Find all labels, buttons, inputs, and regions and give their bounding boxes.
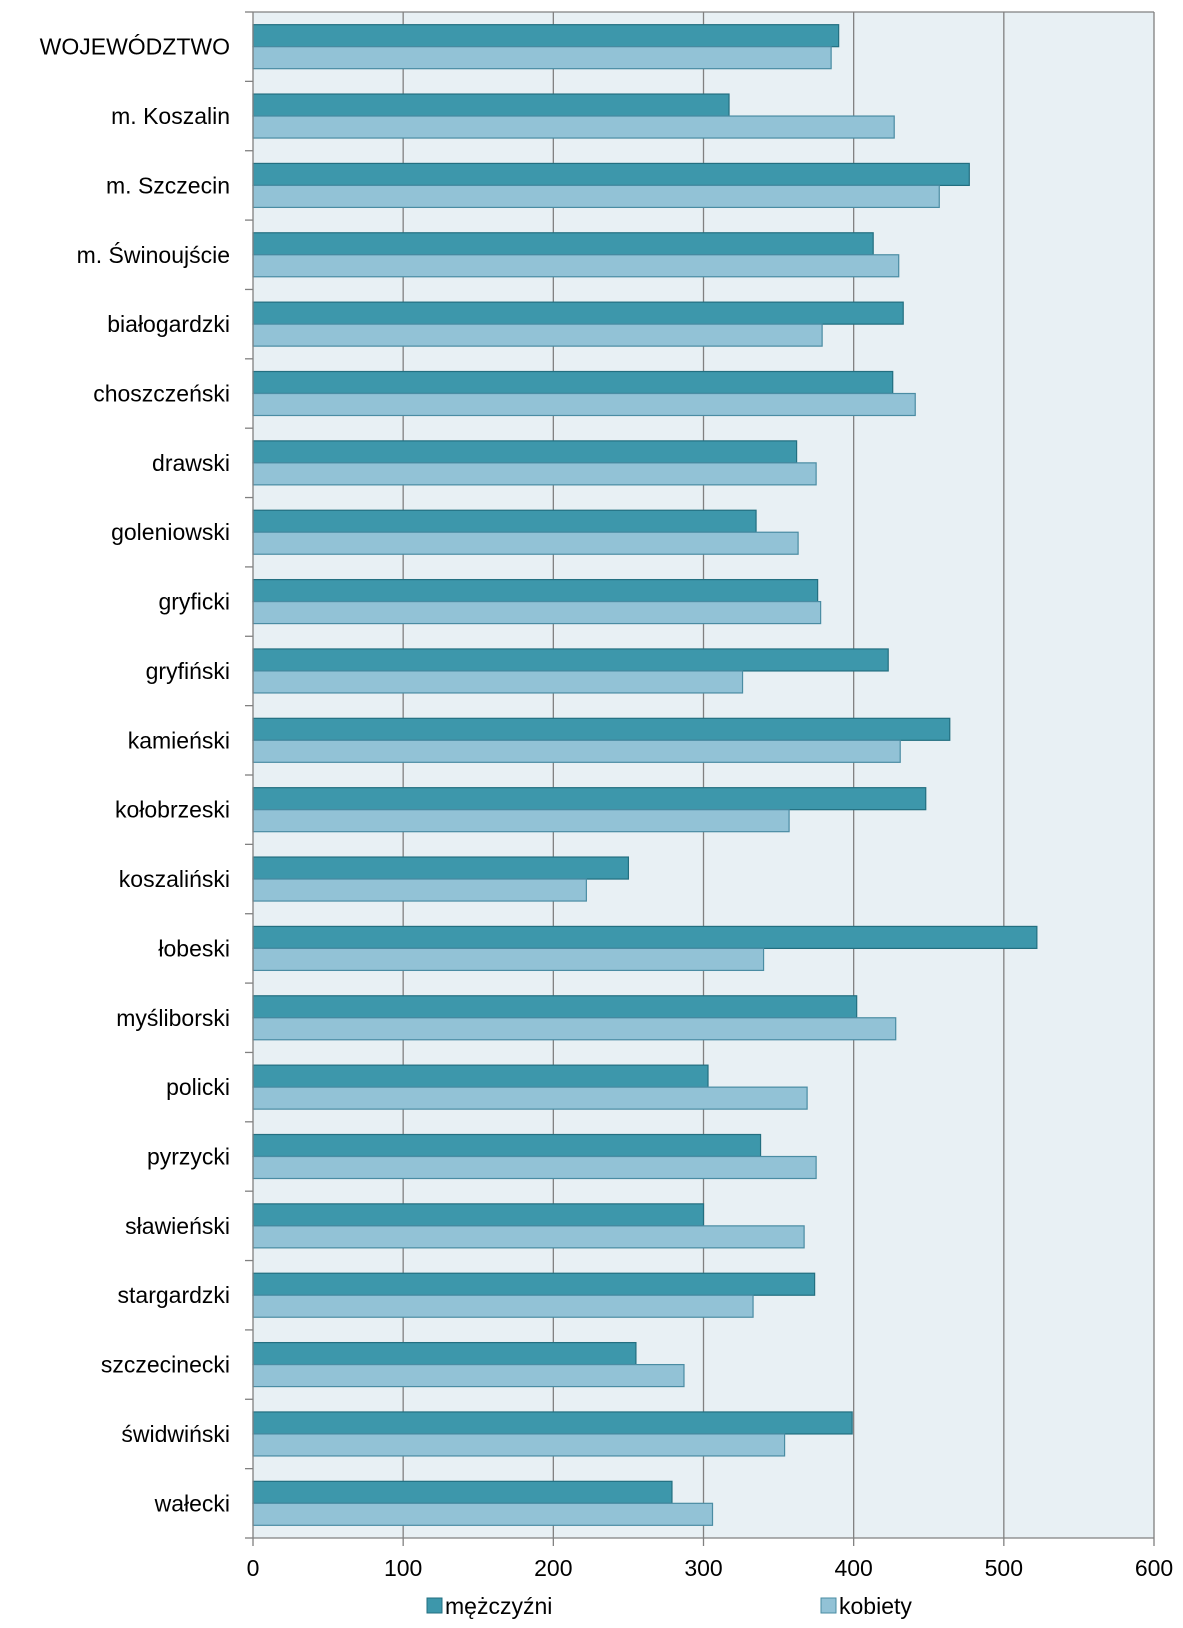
x-tick-label: 0 [247, 1555, 260, 1581]
bar-men [252, 370, 894, 395]
x-tick-label: 600 [1135, 1555, 1173, 1581]
category-label: kamieński [128, 727, 230, 753]
bar-women [252, 1294, 754, 1318]
bar-women [252, 462, 817, 486]
category-label: wałecki [154, 1490, 230, 1516]
category-label: szczecinecki [101, 1352, 230, 1378]
bar-women [252, 670, 744, 694]
bar-men [252, 648, 889, 672]
category-label: kołobrzeski [115, 797, 230, 823]
x-tick-label: 300 [684, 1555, 722, 1581]
bar-women [252, 1433, 786, 1457]
bar-men [252, 1133, 762, 1158]
bar-men [252, 1203, 705, 1227]
bar-men [252, 301, 904, 325]
category-label: gryficki [158, 589, 230, 615]
bar-men [252, 856, 630, 880]
category-label: łobeski [158, 935, 230, 961]
legend-label-men: mężczyźni [445, 1593, 552, 1619]
bar-men [252, 509, 757, 533]
category-labels: WOJEWÓDZTWO m. Koszalin m. Szczecin m. Świn… [40, 34, 230, 1517]
category-label: m. Szczecin [106, 172, 230, 198]
x-tick-label: 400 [834, 1555, 872, 1581]
category-label: policki [166, 1074, 230, 1100]
category-label: stargardzki [118, 1282, 230, 1308]
bar-women [252, 184, 940, 209]
legend-swatch-men [426, 1597, 443, 1614]
bar-men [252, 162, 970, 187]
bar-men [252, 232, 874, 256]
bar-women [252, 531, 799, 555]
legend-swatch-women [820, 1597, 837, 1614]
category-label: goleniowski [111, 519, 230, 545]
bar-women [252, 878, 587, 902]
bar-women [252, 115, 895, 139]
category-label: świdwiński [121, 1421, 230, 1447]
bar-men [252, 1480, 673, 1504]
legend: mężczyźni kobiety [426, 1593, 912, 1619]
category-label: białogardzki [107, 311, 230, 337]
category-label: gryfiński [146, 658, 230, 684]
category-label: pyrzycki [147, 1144, 230, 1170]
bar-men [252, 440, 798, 464]
category-label: sławieński [125, 1213, 230, 1239]
bar-women [252, 947, 765, 972]
bar-men [252, 995, 858, 1019]
axes [245, 11, 1155, 1546]
x-tick-label: 200 [534, 1555, 572, 1581]
bar-women [252, 323, 823, 347]
category-label: m. Koszalin [111, 103, 230, 129]
category-label: choszczeński [93, 381, 230, 407]
bar-men [252, 93, 730, 117]
bar-men [252, 1064, 709, 1088]
bar-women [252, 1086, 808, 1110]
bar-women [252, 46, 832, 70]
bar-men [252, 787, 927, 811]
x-tick-label: 500 [985, 1555, 1023, 1581]
category-label: myśliborski [116, 1005, 230, 1031]
bar-women [252, 600, 822, 625]
bar-men [252, 1411, 853, 1435]
category-label: koszaliński [119, 866, 230, 892]
bar-men [252, 1341, 637, 1366]
bar-women [252, 1225, 805, 1249]
legend-label-women: kobiety [839, 1593, 912, 1619]
bar-women [252, 739, 901, 763]
bar-women [252, 1502, 714, 1526]
bar-women [252, 1363, 685, 1388]
bar-women [252, 809, 790, 833]
bar-women [252, 392, 916, 417]
category-label: WOJEWÓDZTWO [40, 34, 230, 60]
bar-men [252, 578, 819, 603]
category-label: m. Świnoujście [77, 241, 230, 268]
x-tick-labels: 0 100 200 300 400 500 600 [247, 1555, 1174, 1581]
bar-women [252, 254, 900, 278]
x-tick-label: 100 [384, 1555, 422, 1581]
bar-men [252, 1272, 816, 1296]
bar-women [252, 1017, 897, 1041]
bar-men [252, 925, 1038, 950]
bar-men [252, 717, 951, 741]
category-label: drawski [152, 450, 230, 476]
bar-men [252, 24, 840, 48]
bar-women [252, 1155, 817, 1180]
